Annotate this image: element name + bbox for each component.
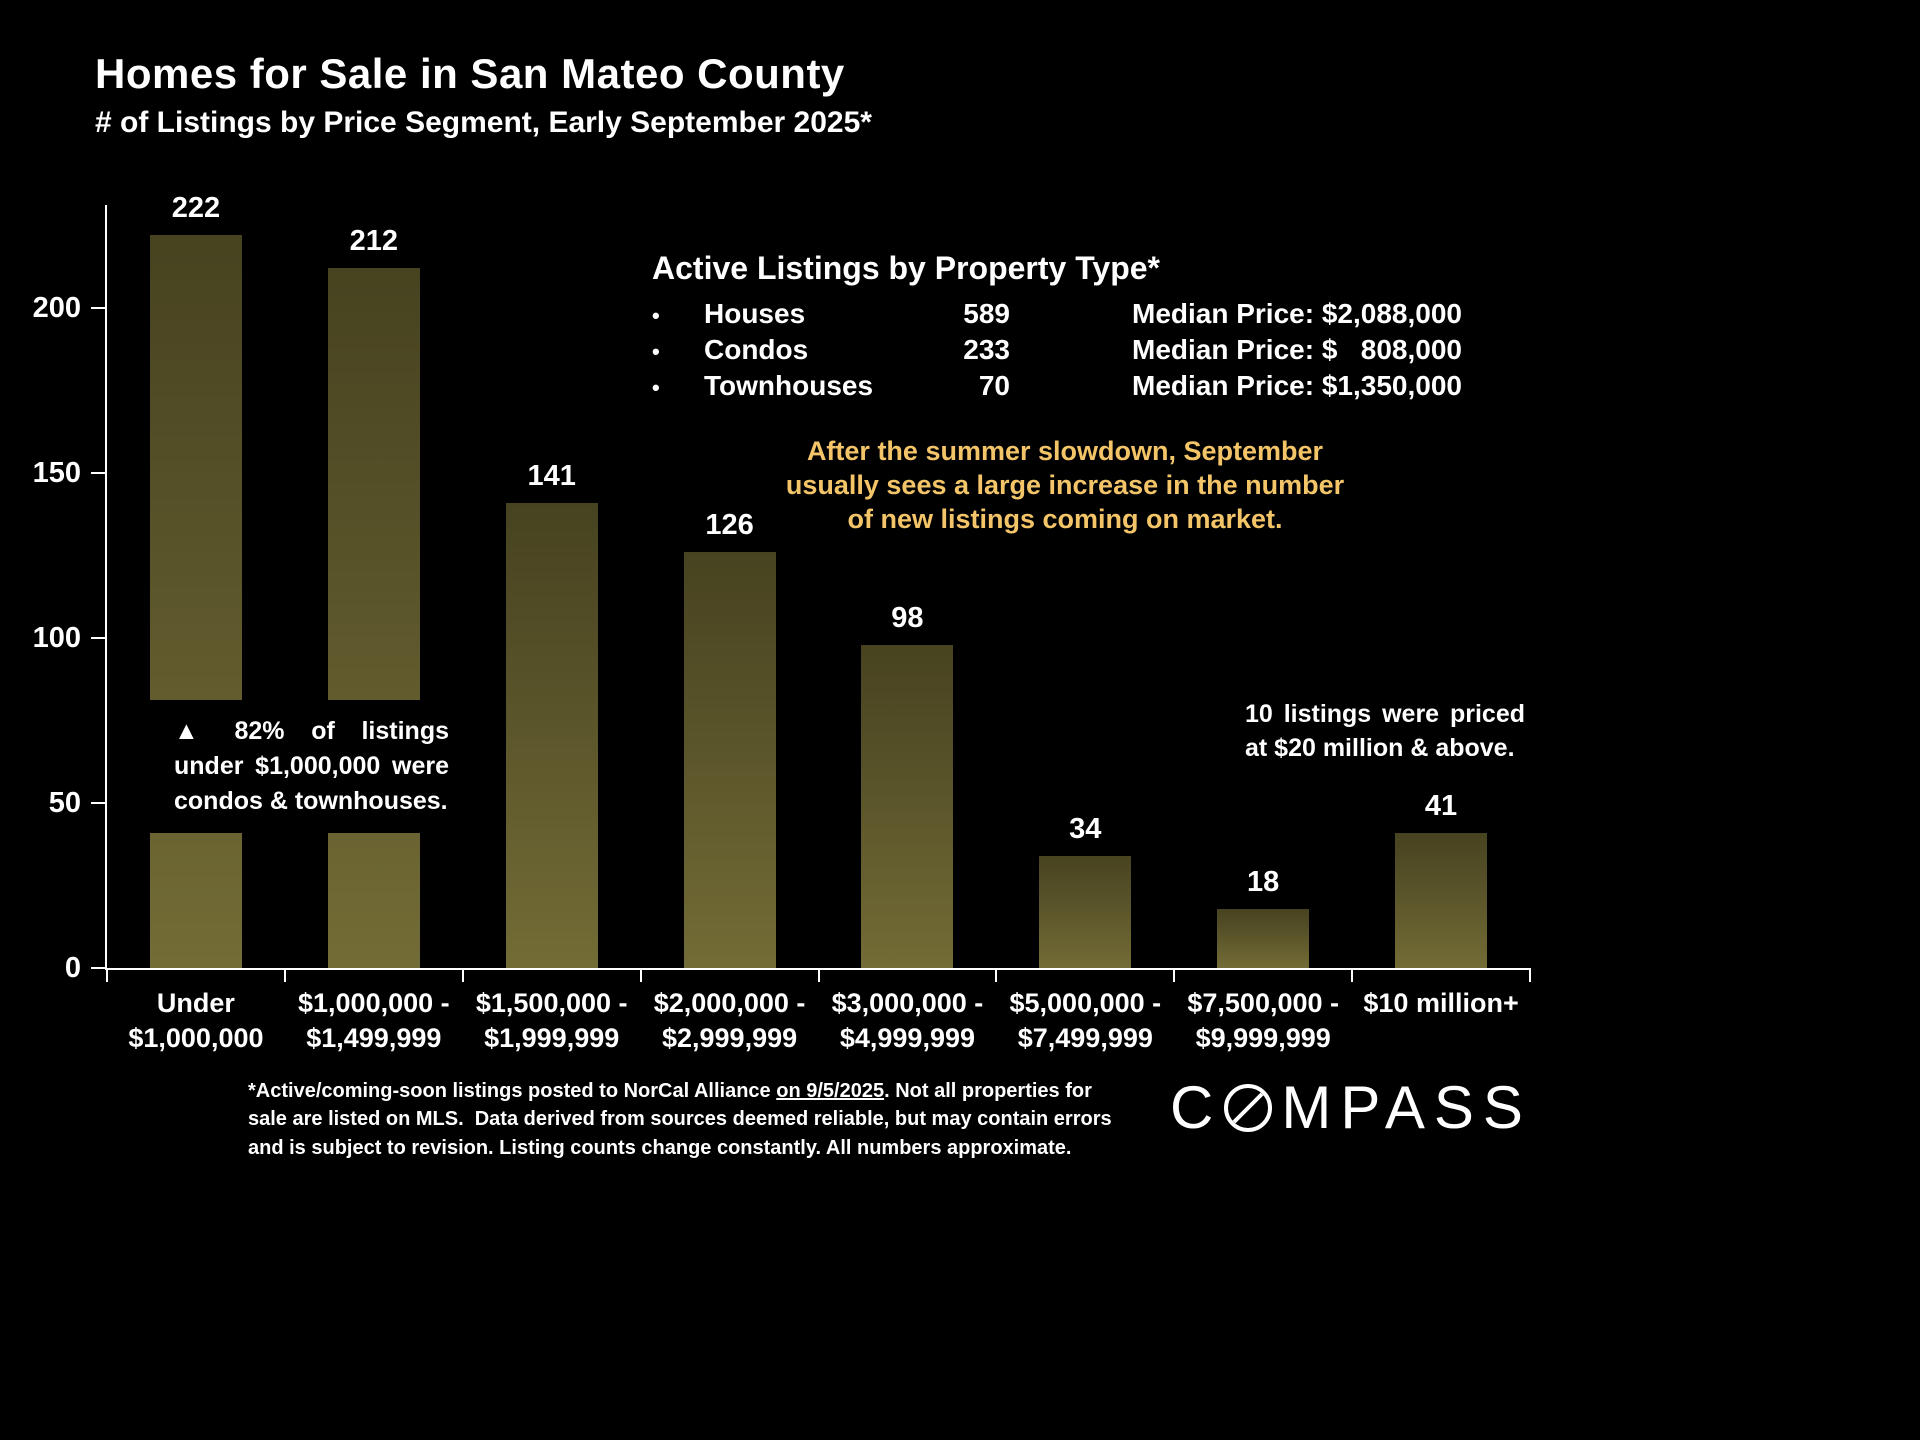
bar-value-label: 18 <box>1247 866 1280 898</box>
x-axis-category-label: $1,500,000 - $1,999,999 <box>475 988 628 1054</box>
luxury-annotation: 10 listings were priced at $20 million &… <box>1245 700 1525 762</box>
y-axis-tick-label: 150 <box>32 457 81 489</box>
x-axis-tick-mark <box>639 968 642 982</box>
x-axis-labels: Under $1,000,000 $1,000,000 - $1,499,999 $… <box>107 986 1530 1056</box>
bar <box>1039 856 1132 968</box>
x-axis-tick-mark <box>283 968 286 982</box>
bar-group: 98 <box>819 205 997 968</box>
footnote-date: on 9/5/2025 <box>776 1080 885 1102</box>
property-type-median-price: Median Price: $1,350,000 <box>1132 370 1462 401</box>
y-axis-tick-mark <box>91 802 105 804</box>
y-axis-tick-label: 200 <box>32 292 81 324</box>
property-type-median-price: Median Price: $2,088,000 <box>1132 298 1462 329</box>
page-title: Homes for Sale in San Mateo County <box>95 50 845 97</box>
triangle-up-icon: ▲ <box>174 717 219 745</box>
bullet-icon: • <box>652 303 660 328</box>
under-1m-annotation-text: 82% of listings under $1,000,000 were co… <box>174 717 449 815</box>
property-type-label: Houses <box>704 298 806 329</box>
x-axis-category-label: $1,000,000 - $1,499,999 <box>298 988 450 1054</box>
bar <box>149 235 242 968</box>
bar-group: 222 <box>107 192 285 968</box>
y-axis-tick-label: 0 <box>64 952 81 984</box>
bar <box>683 552 776 968</box>
bar-value-label: 126 <box>705 509 754 541</box>
bar-group: 141 <box>463 205 641 968</box>
bar-value-label: 222 <box>171 192 221 224</box>
footnote: *Active/coming-soon listings posted to N… <box>248 1077 1128 1162</box>
bar <box>505 503 598 968</box>
bar-group: 212 <box>285 205 463 968</box>
y-axis-tick-mark <box>91 637 105 639</box>
property-type-count: 589 <box>963 298 1010 329</box>
x-axis-tick-mark <box>1173 968 1176 982</box>
compass-needle-icon <box>1222 1082 1274 1134</box>
property-type-row: • Houses 589 Median Price: $2,088,000 <box>652 297 1472 333</box>
x-axis-category-label: $2,000,000 - $2,999,999 <box>653 988 806 1054</box>
property-type-row: • Townhouses 70 Median Price: $1,350,000 <box>652 369 1472 405</box>
property-type-rows: • Houses 589 Median Price: $2,088,000 • Condo… <box>652 297 1472 405</box>
page-subtitle: # of Listings by Price Segment, Early Se… <box>95 106 872 139</box>
under-1m-annotation: ▲ 82% of listings under $1,000,000 were c… <box>150 700 465 833</box>
bar-group: 34 <box>996 205 1174 968</box>
x-axis-category-label: $10 million+ <box>1363 988 1519 1018</box>
y-axis-tick-mark <box>91 307 105 309</box>
bar <box>1395 833 1488 968</box>
bar-group: 41 <box>1352 205 1530 968</box>
x-axis-tick-mark <box>1351 968 1354 982</box>
property-type-count: 233 <box>963 334 1010 365</box>
property-type-median-price: Median Price: $ 808,000 <box>1132 334 1462 365</box>
x-axis-tick-mark <box>995 968 998 982</box>
september-annotation: After the summer slowdown, September usu… <box>785 436 1345 534</box>
bar-value-label: 34 <box>1069 813 1102 845</box>
y-axis-tick-mark <box>91 967 105 969</box>
x-axis-tick-mark <box>106 968 108 982</box>
bar <box>1217 909 1310 968</box>
compass-logo-letters-mpass: MPASS <box>1281 1074 1532 1141</box>
property-type-panel: Active Listings by Property Type* • House… <box>652 250 1472 405</box>
x-axis-tick-mark <box>1529 968 1531 982</box>
x-axis-category-label: $5,000,000 - $7,499,999 <box>1009 988 1162 1054</box>
bar-value-label: 41 <box>1424 790 1458 822</box>
bar <box>327 268 420 968</box>
property-type-row: • Condos 233 Median Price: $ 808,000 <box>652 333 1472 369</box>
x-axis-tick-mark <box>461 968 464 982</box>
x-axis-category-label: $3,000,000 - $4,999,999 <box>831 988 984 1054</box>
bullet-icon: • <box>652 339 660 364</box>
property-type-count: 70 <box>978 370 1010 401</box>
bars-area: 222 212 141 126 98 34 18 41 <box>107 192 1530 968</box>
bar <box>861 645 954 968</box>
property-type-heading: Active Listings by Property Type* <box>652 250 1160 286</box>
compass-logo-letter-c: C <box>1170 1074 1223 1141</box>
bar-group: 18 <box>1174 205 1352 968</box>
bullet-icon: • <box>652 375 660 400</box>
bar-value-label: 98 <box>891 602 924 634</box>
bar-group: 126 <box>641 205 819 968</box>
y-axis-tick-label: 100 <box>32 622 81 654</box>
bar-value-label: 212 <box>349 225 398 257</box>
x-axis-category-label: Under $1,000,000 <box>128 988 264 1054</box>
property-type-label: Condos <box>704 334 809 365</box>
x-axis-category-label: $7,500,000 - $9,999,999 <box>1187 988 1339 1054</box>
bar-value-label: 141 <box>527 460 576 492</box>
footnote-text-2: . Not all properties for sale are listed… <box>248 1080 1118 1159</box>
y-axis-tick-mark <box>91 472 105 474</box>
property-type-label: Townhouses <box>704 370 874 401</box>
bar-chart: 222 212 141 126 98 34 18 41 0 50 100 150 200 Under … <box>33 192 1531 1053</box>
y-axis-tick-label: 50 <box>48 787 81 819</box>
compass-logo: C MPASS <box>1170 1078 1532 1138</box>
x-axis-tick-mark <box>817 968 820 982</box>
footnote-text-1: *Active/coming-soon listings posted to N… <box>248 1080 777 1102</box>
